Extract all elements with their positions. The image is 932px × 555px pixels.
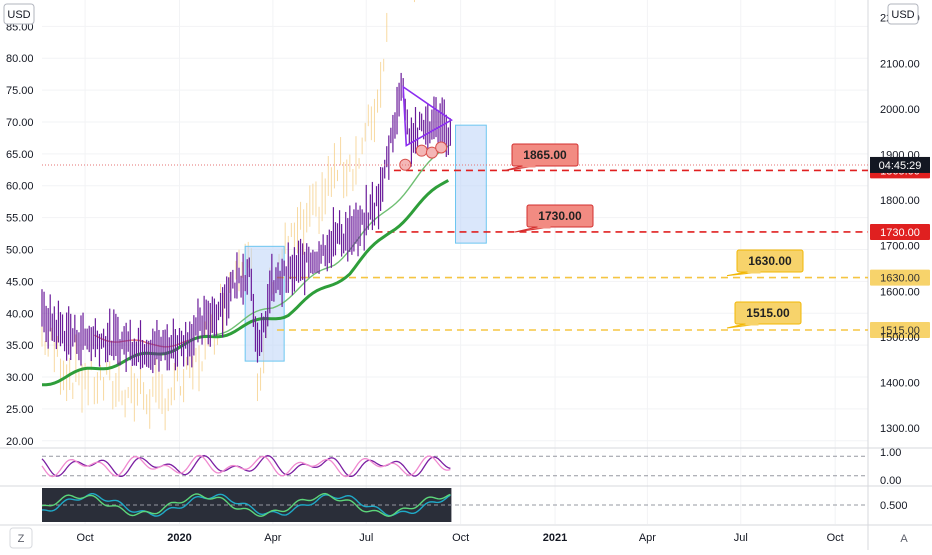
triangle-pattern [402, 85, 453, 147]
callout-text-1630: 1630.00 [748, 254, 792, 268]
left-tick-12: 25.00 [6, 404, 34, 416]
axes: 1865.00 1730.00 1630.00 1515.00 04:45:29 1.00… [3, 3, 930, 549]
auto-scale-label: A [900, 533, 908, 545]
callout-join-1865 [522, 164, 536, 168]
left-tick-1: 80.00 [6, 53, 34, 65]
left-tick-7: 50.00 [6, 245, 34, 257]
callout-box-1865 [511, 143, 579, 167]
axis-tag-text-1515: 1515.00 [880, 325, 920, 337]
callout-box-1630 [736, 249, 804, 273]
right-tick-6: 1600.00 [880, 286, 920, 298]
callout-text-1515: 1515.00 [746, 306, 790, 320]
right-tick-4: 1800.00 [880, 195, 920, 207]
callout-box-1515 [734, 301, 802, 325]
level-lines [276, 169, 868, 331]
right-tick-9: 1300.00 [880, 423, 920, 435]
moving-average-1 [211, 144, 450, 337]
axis-tag-1730 [870, 223, 930, 240]
right-tick-5: 1700.00 [880, 241, 920, 253]
callout-join-1630 [747, 270, 761, 274]
osc2-tick-0: 0.500 [880, 500, 908, 512]
axis-tag-text-1630: 1630.00 [880, 273, 920, 285]
right-unit-label: USD [891, 9, 914, 21]
left-tick-11: 30.00 [6, 372, 34, 384]
osc2-line-0 [42, 493, 451, 517]
touch-circle-3 [435, 141, 448, 154]
right-tick-2: 2000.00 [880, 104, 920, 116]
osc1-line-1 [41, 454, 451, 478]
left-tick-13: 20.00 [6, 436, 34, 448]
level-callouts: 1865.00 1730.00 1630.00 1515.00 [504, 143, 804, 329]
left-tick-4: 65.00 [6, 149, 34, 161]
x-tick-8: Oct [827, 532, 844, 544]
zoom-control [9, 527, 33, 549]
left-unit-box [3, 3, 35, 25]
callout-box-1730 [526, 204, 594, 228]
right-tick-7: 1500.00 [880, 332, 920, 344]
osc1-tick-0: 1.00 [880, 447, 901, 459]
callout-join-1515 [745, 322, 759, 326]
left-tick-6: 55.00 [6, 213, 34, 225]
callout-text-1865: 1865.00 [523, 148, 567, 162]
x-tick-0: Oct [77, 532, 94, 544]
osc2-line-1 [41, 492, 451, 518]
touch-circle-1 [415, 144, 428, 157]
left-tick-2: 75.00 [6, 85, 34, 97]
left-tick-5: 60.00 [6, 181, 34, 193]
x-tick-3: Jul [359, 532, 373, 544]
left-tick-9: 40.00 [6, 308, 34, 320]
moving-average-0 [42, 179, 450, 387]
right-tick-3: 1900.00 [880, 149, 920, 161]
right-tick-1: 2100.00 [880, 58, 920, 70]
axis-tag-text-1730: 1730.00 [880, 227, 920, 239]
axis-tag-1630 [870, 269, 930, 286]
left-unit-label: USD [7, 9, 30, 21]
current-time-text: 04:45:29 [879, 160, 922, 172]
axis-tag-1515 [870, 322, 930, 339]
left-tick-8: 45.00 [6, 276, 34, 288]
x-tick-6: Apr [639, 532, 656, 544]
oscillator-panels [41, 454, 868, 522]
callout-join-1730 [537, 225, 551, 229]
x-tick-5: 2021 [543, 532, 567, 544]
callout-text-1730: 1730.00 [538, 209, 582, 223]
right-unit-box [887, 3, 919, 25]
drawings [42, 85, 868, 171]
zoom-control-label: Z [18, 533, 25, 545]
x-tick-1: 2020 [167, 532, 191, 544]
current-time-tag [870, 156, 930, 173]
price-series [41, 72, 451, 374]
left-tick-3: 70.00 [6, 117, 34, 129]
x-tick-4: Oct [452, 532, 469, 544]
x-tick-7: Jul [734, 532, 748, 544]
right-tick-8: 1400.00 [880, 377, 920, 389]
osc1-tick-1: 0.00 [880, 475, 901, 487]
left-tick-10: 35.00 [6, 340, 34, 352]
highlight-box-projection [455, 124, 487, 244]
touch-circle-2 [425, 146, 438, 159]
x-tick-2: Apr [264, 532, 281, 544]
